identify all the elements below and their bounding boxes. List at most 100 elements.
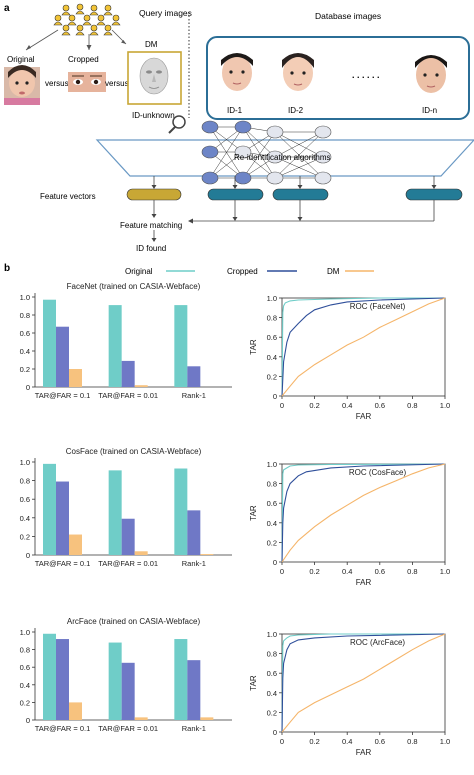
crowd-person-body (103, 31, 113, 36)
x-tick-label: TAR@FAR = 0.1 (35, 391, 91, 400)
y-tick-label: 1.0 (20, 628, 30, 637)
bar-cropped (56, 326, 69, 387)
x-tick-label: TAR@FAR = 0.01 (98, 391, 158, 400)
crowd-person-head (76, 24, 84, 32)
bar-cropped (187, 366, 201, 387)
roc-y-tick-label: 0 (273, 558, 277, 567)
roc-x-tick-label: 0.2 (309, 737, 319, 746)
nn-connection (242, 131, 276, 179)
dm-mask-icon (139, 57, 169, 95)
y-tick-label: 0.4 (20, 347, 30, 356)
bar-cropped (56, 639, 69, 720)
bar-original (43, 463, 56, 555)
legend: Original Cropped DM (125, 267, 374, 276)
roc-y-tick-label: 0.4 (267, 353, 277, 362)
roc-x-axis-label: FAR (356, 578, 372, 587)
roc-x-tick-label: 1.0 (440, 567, 450, 576)
database-frame (206, 36, 470, 120)
roc-title: ROC (CosFace) (349, 468, 407, 477)
nn-node (234, 120, 252, 134)
nn-connection (274, 156, 324, 179)
x-tick-label: Rank-1 (182, 391, 206, 400)
nn-node (201, 171, 219, 185)
roc-x-axis-label: FAR (356, 748, 372, 757)
database-face-1 (221, 53, 253, 91)
query-images-title: Query images (139, 8, 192, 18)
bar-original (108, 305, 122, 387)
legend-dm-label: DM (327, 267, 340, 276)
roc-x-tick-label: 0 (280, 737, 284, 746)
y-tick-label: 0 (26, 551, 30, 560)
original-label: Original (7, 55, 35, 64)
bar-original (43, 633, 56, 720)
y-tick-label: 1.0 (20, 458, 30, 467)
roc-line-cropped (281, 463, 446, 563)
nn-node (314, 171, 332, 185)
roc-line-dm (281, 633, 446, 733)
crowd-person-body (96, 21, 106, 26)
query-arrows (25, 29, 127, 51)
bar-dm (134, 551, 148, 555)
nn-connection (274, 131, 324, 158)
crowd-person-body (75, 31, 85, 36)
y-tick-label: 0.6 (20, 495, 30, 504)
versus-label-2: versus (105, 79, 129, 88)
cropped-photo (68, 72, 106, 92)
y-tick-label: 0.2 (20, 365, 30, 374)
nn-node (314, 150, 332, 164)
roc-y-axis-label: TAR (249, 505, 258, 521)
roc-x-tick-label: 0.2 (309, 401, 319, 410)
bar-chart-4: ArcFace (trained on CASIA-Webface) 0 0.2 0.… (20, 617, 232, 733)
roc-y-tick-label: 0.8 (267, 314, 277, 323)
roc-x-axis-label: FAR (356, 412, 372, 421)
crowd-person-body (89, 31, 99, 36)
roc-y-tick-label: 0.2 (267, 538, 277, 547)
roc-chart-1: ROC (FaceNet) 00 0.2 0.2 0.4 0.4 0.6 0.6 0.8 0.8 1… (249, 294, 450, 421)
database-face-n (415, 55, 447, 93)
feature-matching-label: Feature matching (120, 221, 182, 230)
bar-original (174, 305, 188, 387)
y-tick-label: 0.2 (20, 698, 30, 707)
crowd-person-body (61, 11, 71, 16)
magnifier-icon (168, 115, 186, 134)
roc-y-tick-label: 0.4 (267, 519, 277, 528)
dm-label: DM (145, 40, 158, 49)
crowd-person-body (111, 21, 121, 26)
id-label-n: ID-n (422, 106, 437, 115)
y-tick-label: 0.4 (20, 681, 30, 690)
roc-y-tick-label: 0.8 (267, 650, 277, 659)
nn-node (234, 145, 252, 159)
database-face-2 (282, 53, 314, 91)
roc-y-tick-label: 0.6 (267, 333, 277, 342)
bar-original (43, 299, 56, 387)
roc-y-axis-label: TAR (249, 339, 258, 355)
versus-label-1: versus (45, 79, 69, 88)
bar-original (108, 470, 122, 555)
roc-line-original (281, 633, 445, 733)
roc-y-tick-label: 0.2 (267, 708, 277, 717)
crowd-person-head (104, 4, 112, 12)
roc-y-tick-label: 0.6 (267, 499, 277, 508)
y-tick-label: 0.4 (20, 514, 30, 523)
nn-node (266, 125, 284, 139)
bar-dm (134, 717, 148, 720)
nn-node (234, 171, 252, 185)
crowd-person-body (75, 10, 85, 15)
database-images-title: Database images (315, 11, 381, 21)
crowd-person-head (68, 14, 76, 22)
y-tick-label: 0.6 (20, 663, 30, 672)
cropped-label: Cropped (68, 55, 99, 64)
nn-node (201, 120, 219, 134)
bar-dm (134, 385, 148, 387)
roc-y-tick-label: 0 (273, 728, 277, 737)
nn-node (201, 145, 219, 159)
y-tick-label: 0.8 (20, 311, 30, 320)
roc-y-tick-label: 0.4 (267, 689, 277, 698)
crowd-person-body (89, 11, 99, 16)
bar-cropped (187, 510, 201, 555)
roc-x-tick-label: 0.2 (309, 567, 319, 576)
query-feature-vector (126, 188, 182, 201)
roc-x-tick-label: 0.8 (407, 401, 417, 410)
roc-y-axis-label: TAR (249, 675, 258, 691)
